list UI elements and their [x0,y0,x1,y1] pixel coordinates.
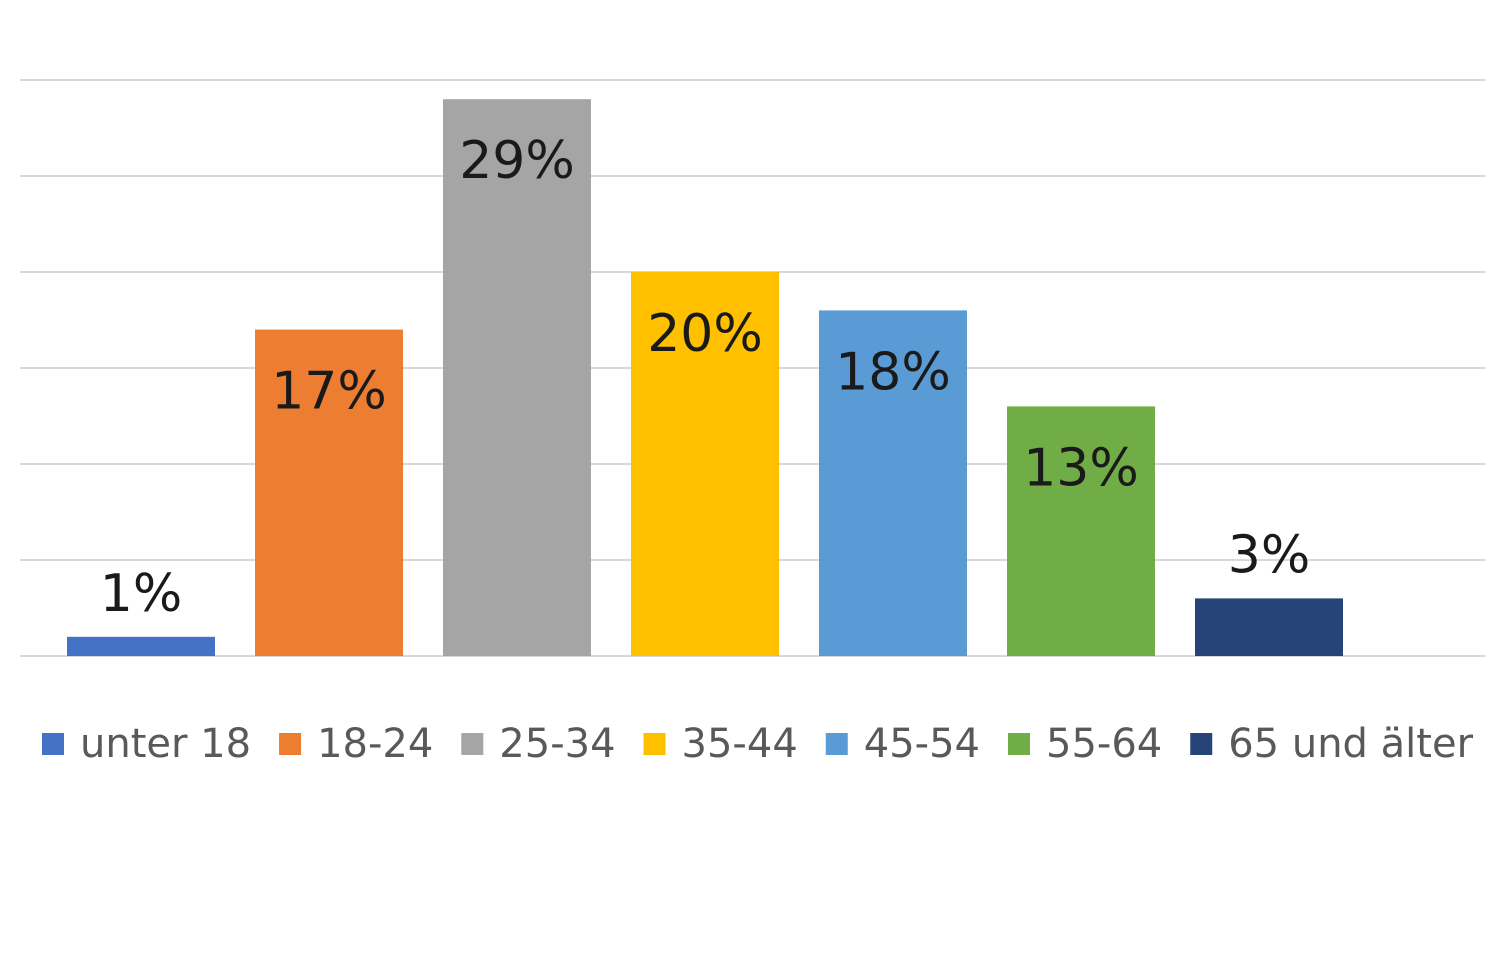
bar [67,636,215,656]
legend-swatch [461,733,484,755]
legend-label: 55-64 [1046,721,1162,767]
bar [1195,598,1343,656]
legend-swatch [643,733,666,755]
data-label: 3% [1228,525,1311,585]
bar [443,99,591,656]
data-label: 17% [271,362,387,422]
bar [255,329,403,656]
legend-swatch [1190,733,1213,755]
legend-label: 25-34 [499,721,615,767]
legend-swatch [825,733,848,755]
data-label: 18% [835,342,951,402]
data-label: 29% [459,131,575,191]
legend-label: 18-24 [317,721,433,767]
legend-label: unter 18 [80,721,251,767]
bar [819,310,967,656]
data-label: 13% [1023,438,1139,498]
bar [631,272,779,656]
legend-swatch [42,733,64,755]
legend-swatch [279,733,302,755]
legend-swatch [1008,733,1030,755]
legend-label: 35-44 [682,721,798,767]
data-label: 1% [100,564,183,624]
legend-label: 65 und älter [1228,721,1473,767]
legend-label: 45-54 [864,721,980,767]
data-label: 20% [647,304,763,364]
bar [1007,406,1155,656]
